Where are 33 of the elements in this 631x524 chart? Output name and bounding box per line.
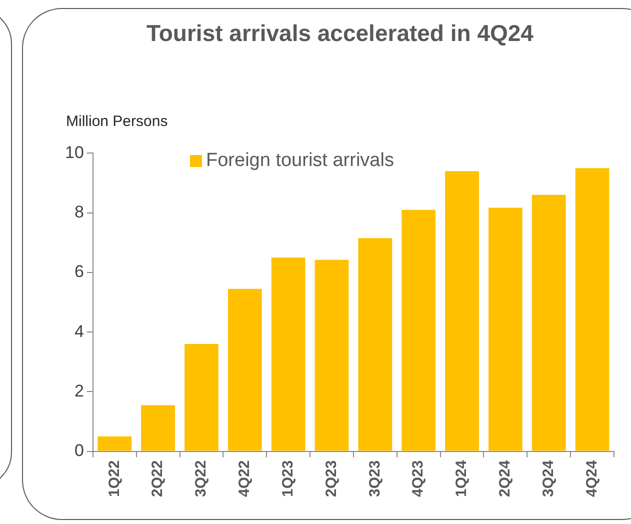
- bar: [358, 238, 392, 451]
- bar: [532, 194, 566, 451]
- x-tick-label: 2Q24: [496, 460, 514, 498]
- x-tick-label: 2Q22: [149, 460, 166, 498]
- x-tick-label: 2Q23: [322, 460, 340, 498]
- bar: [402, 210, 436, 451]
- bar: [98, 436, 132, 451]
- bar: [314, 260, 349, 451]
- bar: [445, 171, 479, 451]
- x-tick-label: 1Q24: [453, 460, 470, 498]
- x-tick-label: 1Q22: [106, 460, 123, 498]
- x-tick-label: 3Q23: [366, 460, 384, 498]
- x-tick-label: 4Q23: [410, 460, 427, 498]
- x-tick-label: 4Q22: [236, 460, 254, 498]
- y-tick-label: 2: [74, 381, 84, 400]
- y-axis-title: Million Persons: [66, 113, 168, 130]
- x-tick-label: 3Q22: [192, 460, 210, 498]
- chart-title: Tourist arrivals accelerated in 4Q24: [146, 20, 534, 47]
- bar: [228, 288, 262, 451]
- bar: [575, 168, 610, 451]
- bar: [271, 258, 306, 451]
- x-tick-label: 1Q23: [279, 460, 296, 498]
- x-tick-label: 4Q24: [583, 460, 600, 498]
- y-tick-label: 10: [64, 142, 84, 162]
- x-tick-label: 3Q24: [540, 460, 558, 498]
- bar: [184, 344, 218, 451]
- y-tick-label: 6: [74, 262, 84, 282]
- legend-label: Foreign tourist arrivals: [206, 150, 394, 172]
- bar: [488, 208, 522, 451]
- y-tick-label: 4: [74, 322, 84, 341]
- bar: [141, 405, 175, 451]
- y-tick-label: 8: [74, 202, 84, 222]
- y-tick-label: 0: [74, 440, 84, 460]
